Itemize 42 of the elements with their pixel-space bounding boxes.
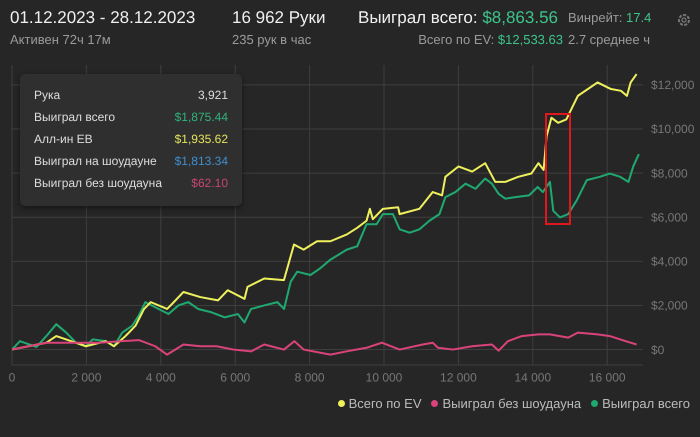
- x-tick-label: 16 000: [588, 370, 626, 385]
- line-series: [12, 153, 640, 351]
- y-tick-label: $12,000: [651, 78, 695, 92]
- annotation: Алл-ин EB: [34, 132, 93, 146]
- annotation: Выиграл без шоудауна: [34, 176, 162, 190]
- x-tick-label: 4 000: [146, 370, 176, 385]
- chart-subtitle: Активен 72ч 17м: [10, 32, 111, 47]
- legend-label: Всего по EV: [348, 396, 422, 411]
- annotation: Рука: [34, 88, 60, 102]
- text: Винрейт:: [568, 10, 622, 25]
- y-tick-label: $10,000: [651, 122, 695, 136]
- annotation: $1,935.62: [174, 132, 228, 146]
- text: 2.7 среднее ч: [568, 32, 650, 47]
- annotation: Выиграл на шоудауне: [34, 154, 157, 168]
- annotation: $62.10: [191, 176, 228, 190]
- text: $8,863.56: [482, 8, 558, 27]
- annotation: $1,813.34: [174, 154, 228, 168]
- text: Всего по EV:: [418, 32, 494, 47]
- text: 235 рук в час: [232, 32, 312, 47]
- y-tick-label: $0: [651, 342, 665, 357]
- chart-title: 01.12.2023 - 28.12.2023: [10, 8, 196, 28]
- line-series: [12, 332, 638, 356]
- x-tick-label: 0: [8, 370, 16, 385]
- text: 16 962 Руки: [232, 8, 326, 28]
- x-tick-label: 2 000: [71, 370, 102, 385]
- text: $12,533.63: [498, 32, 563, 47]
- x-tick-label: 6 000: [220, 370, 251, 385]
- text: 17.4: [626, 10, 652, 25]
- x-tick-label: 12 000: [440, 370, 478, 385]
- x-tick-label: 14 000: [514, 370, 552, 385]
- annotation: Выиграл всего: [34, 110, 116, 124]
- x-tick-label: 8 000: [294, 370, 325, 385]
- legend-label: Выиграл всего: [602, 396, 690, 411]
- y-tick-label: $6,000: [651, 210, 688, 224]
- y-tick-label: $4,000: [651, 254, 688, 269]
- y-tick-label: $8,000: [651, 166, 688, 180]
- annotation: 3,921: [198, 88, 228, 102]
- y-tick-label: $2,000: [651, 298, 688, 313]
- annotation: $1,875.44: [174, 110, 228, 124]
- legend-label: Выиграл без шоудауна: [442, 396, 582, 411]
- x-tick-label: 10 000: [366, 370, 403, 385]
- text: Выиграл всего:: [358, 8, 478, 27]
